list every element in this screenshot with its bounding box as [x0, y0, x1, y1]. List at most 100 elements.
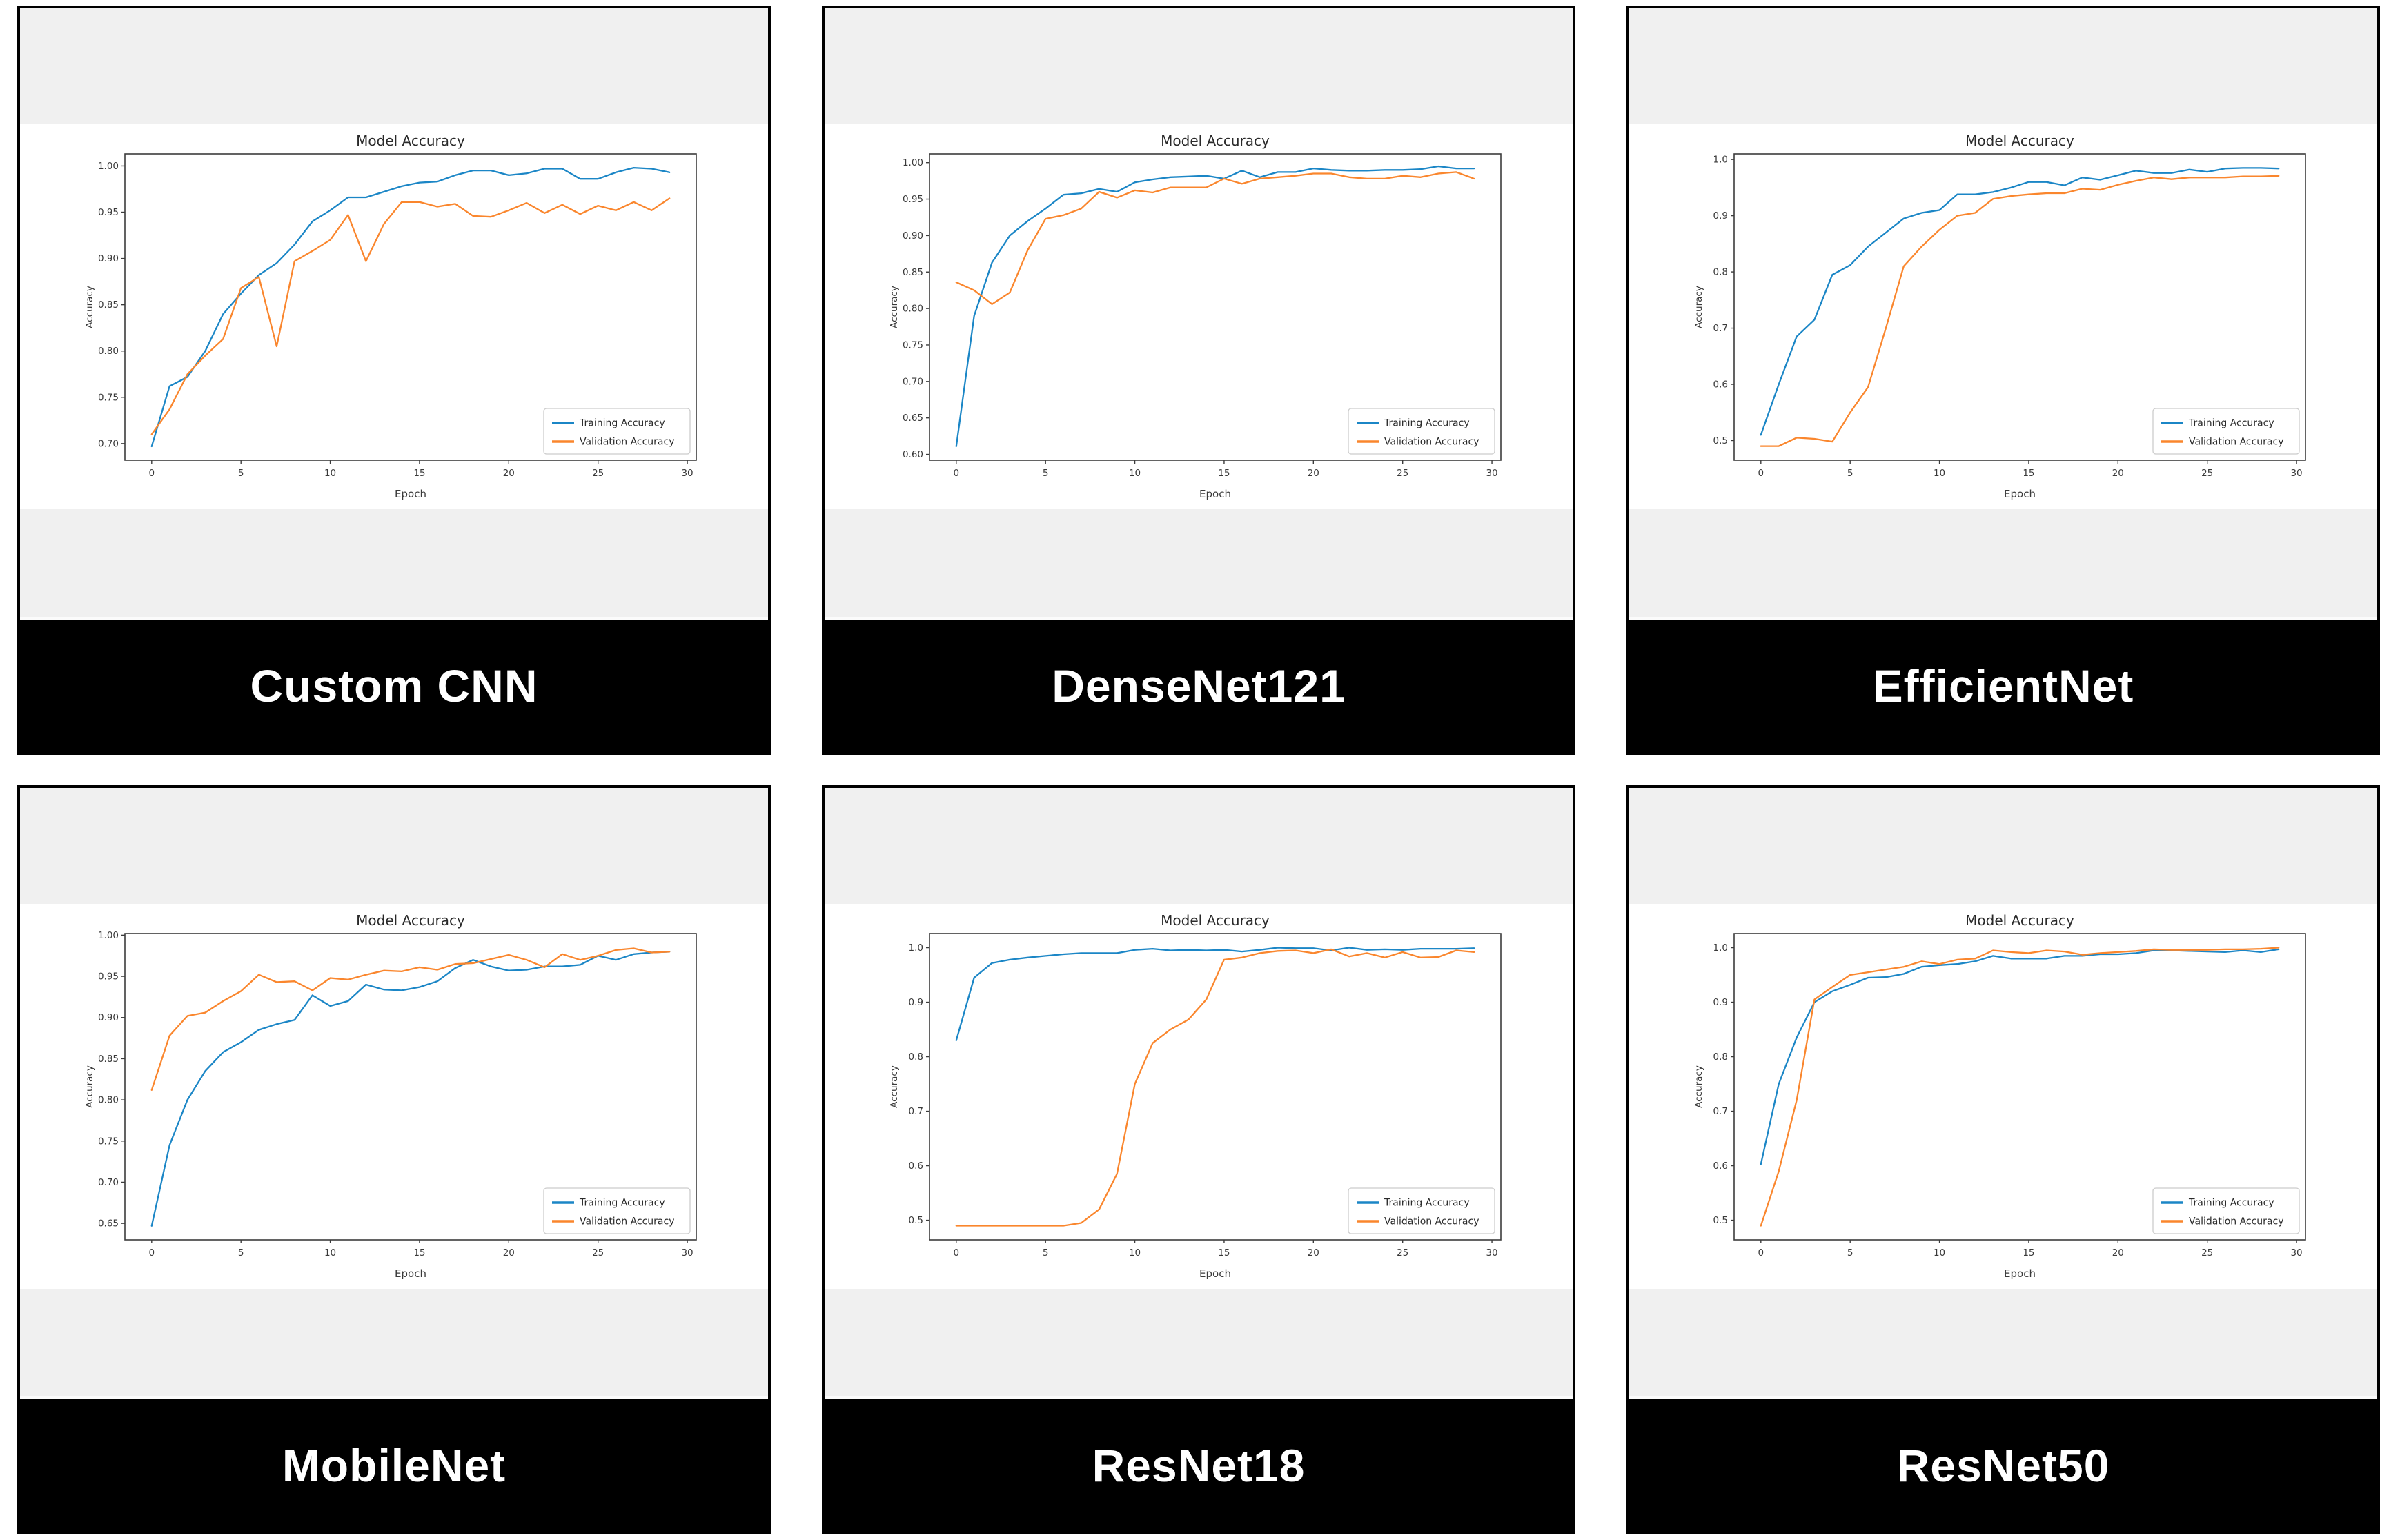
svg-text:20: 20 [1308, 1247, 1319, 1258]
svg-text:Epoch: Epoch [1199, 1267, 1231, 1280]
svg-text:Training Accuracy: Training Accuracy [579, 1198, 665, 1209]
svg-text:0: 0 [954, 468, 960, 479]
svg-text:25: 25 [592, 1247, 604, 1258]
chart-area: Model Accuracy Epoch Accuracy 0.5 0.6 0.7 0.8 0… [1629, 124, 2377, 509]
panel-bottom-strip [20, 1289, 768, 1396]
svg-text:0.95: 0.95 [98, 207, 119, 218]
svg-text:10: 10 [1934, 1247, 1945, 1258]
svg-text:25: 25 [592, 468, 604, 479]
svg-text:0.7: 0.7 [909, 1106, 923, 1117]
accuracy-chart-efficientnet: Model Accuracy Epoch Accuracy 0.5 0.6 0.7 0.8 0… [1693, 132, 2306, 500]
svg-text:0.6: 0.6 [909, 1161, 923, 1172]
panel-resnet50: Model Accuracy Epoch Accuracy 0.5 0.6 0.7 0.8 0… [1626, 785, 2380, 1534]
svg-text:5: 5 [1847, 468, 1853, 479]
svg-text:1.0: 1.0 [1713, 155, 1728, 166]
svg-text:15: 15 [2023, 1247, 2034, 1258]
panel-custom-cnn: Model Accuracy Epoch Accuracy 0.70 0.75 0.80 0… [17, 6, 771, 755]
svg-text:0.75: 0.75 [98, 1136, 119, 1147]
svg-text:10: 10 [1129, 468, 1141, 479]
svg-text:15: 15 [1218, 468, 1230, 479]
svg-text:20: 20 [503, 1247, 515, 1258]
model-caption-label: Custom CNN [250, 660, 538, 711]
svg-text:0.8: 0.8 [1713, 1052, 1728, 1063]
svg-text:Model Accuracy: Model Accuracy [1965, 912, 2074, 929]
model-caption-label: MobileNet [282, 1440, 506, 1491]
chart-area: Model Accuracy Epoch Accuracy 0.5 0.6 0.7 0.8 0… [825, 904, 1573, 1289]
svg-text:0: 0 [149, 1247, 155, 1258]
svg-text:Accuracy: Accuracy [889, 286, 900, 328]
svg-text:0.6: 0.6 [1713, 379, 1728, 391]
svg-text:1.0: 1.0 [1713, 942, 1728, 954]
svg-text:0.6: 0.6 [1713, 1161, 1728, 1172]
svg-text:0.7: 0.7 [1713, 323, 1728, 334]
svg-text:0.85: 0.85 [98, 299, 119, 310]
svg-text:Accuracy: Accuracy [889, 1065, 900, 1108]
svg-text:0.90: 0.90 [98, 1012, 119, 1023]
chart-area: Model Accuracy Epoch Accuracy 0.60 0.65 0.70 0… [825, 124, 1573, 509]
svg-text:0.80: 0.80 [98, 346, 119, 357]
panel-top-strip [1629, 788, 2377, 904]
svg-text:30: 30 [1486, 468, 1497, 479]
svg-text:20: 20 [2112, 1247, 2124, 1258]
svg-text:1.00: 1.00 [903, 157, 923, 168]
svg-text:10: 10 [324, 1247, 336, 1258]
svg-text:1.0: 1.0 [909, 942, 923, 954]
svg-text:Validation Accuracy: Validation Accuracy [1384, 437, 1479, 448]
accuracy-chart-densenet121: Model Accuracy Epoch Accuracy 0.60 0.65 0.70 0… [889, 132, 1502, 500]
svg-text:0.75: 0.75 [903, 339, 923, 351]
svg-text:1.00: 1.00 [98, 161, 119, 172]
svg-text:0.9: 0.9 [909, 997, 923, 1008]
model-caption: MobileNet [20, 1396, 768, 1532]
svg-text:0.8: 0.8 [1713, 267, 1728, 278]
svg-text:5: 5 [1043, 468, 1049, 479]
svg-text:Accuracy: Accuracy [84, 286, 95, 328]
model-caption: ResNet50 [1629, 1396, 2377, 1532]
svg-text:30: 30 [681, 1247, 693, 1258]
svg-text:0.90: 0.90 [98, 253, 119, 264]
svg-text:1.00: 1.00 [98, 930, 119, 941]
svg-text:5: 5 [1043, 1247, 1049, 1258]
svg-text:Model Accuracy: Model Accuracy [356, 132, 465, 149]
svg-text:15: 15 [1218, 1247, 1230, 1258]
panel-top-strip [825, 788, 1573, 904]
model-caption: ResNet18 [825, 1396, 1573, 1532]
svg-text:Model Accuracy: Model Accuracy [1161, 912, 1270, 929]
svg-text:0.5: 0.5 [1713, 435, 1728, 446]
svg-text:Validation Accuracy: Validation Accuracy [1384, 1216, 1479, 1227]
svg-text:Model Accuracy: Model Accuracy [356, 912, 465, 929]
svg-text:0.9: 0.9 [1713, 210, 1728, 221]
svg-text:0.8: 0.8 [909, 1052, 923, 1063]
accuracy-chart-resnet18: Model Accuracy Epoch Accuracy 0.5 0.6 0.7 0.8 0… [889, 912, 1502, 1280]
chart-area: Model Accuracy Epoch Accuracy 0.70 0.75 0.80 0… [20, 124, 768, 509]
svg-text:30: 30 [2290, 468, 2302, 479]
svg-text:0.5: 0.5 [1713, 1215, 1728, 1226]
svg-text:0.65: 0.65 [98, 1218, 119, 1230]
model-caption: DenseNet121 [825, 617, 1573, 752]
svg-text:0.7: 0.7 [1713, 1106, 1728, 1117]
svg-text:15: 15 [2023, 468, 2034, 479]
model-caption: EfficientNet [1629, 617, 2377, 752]
svg-text:25: 25 [1397, 468, 1408, 479]
panel-bottom-strip [825, 509, 1573, 617]
svg-text:5: 5 [238, 1247, 244, 1258]
svg-text:25: 25 [2201, 468, 2213, 479]
svg-text:0.90: 0.90 [903, 230, 923, 241]
svg-text:5: 5 [238, 468, 244, 479]
svg-text:0.85: 0.85 [98, 1054, 119, 1065]
svg-text:0.95: 0.95 [98, 971, 119, 983]
svg-text:30: 30 [2290, 1247, 2302, 1258]
svg-text:30: 30 [681, 468, 693, 479]
svg-text:Training Accuracy: Training Accuracy [1384, 418, 1470, 429]
svg-text:25: 25 [2201, 1247, 2213, 1258]
panel-top-strip [825, 8, 1573, 124]
model-caption-label: DenseNet121 [1052, 660, 1346, 711]
chart-area: Model Accuracy Epoch Accuracy 0.5 0.6 0.7 0.8 0… [1629, 904, 2377, 1289]
svg-text:25: 25 [1397, 1247, 1408, 1258]
svg-text:0: 0 [1758, 468, 1764, 479]
svg-text:Training Accuracy: Training Accuracy [1384, 1198, 1470, 1209]
svg-text:20: 20 [1308, 468, 1319, 479]
svg-text:0.85: 0.85 [903, 267, 923, 278]
svg-text:0.5: 0.5 [909, 1215, 923, 1226]
svg-text:Accuracy: Accuracy [1693, 1065, 1704, 1108]
svg-text:0.70: 0.70 [903, 376, 923, 387]
